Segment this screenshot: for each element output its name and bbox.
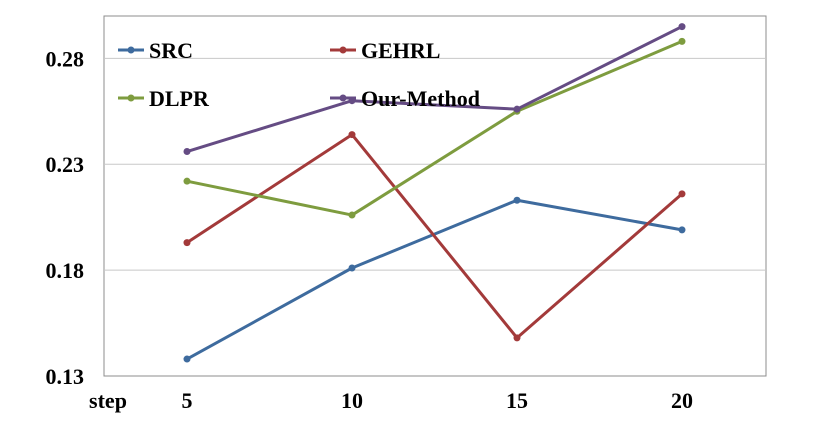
x-tick-label: 15: [506, 388, 528, 413]
legend-label: GEHRL: [361, 38, 440, 63]
legend-marker: [339, 94, 347, 102]
legend-label: DLPR: [149, 86, 210, 111]
data-point: [348, 211, 356, 219]
data-point: [678, 23, 686, 31]
legend-label: SRC: [149, 38, 193, 63]
legend-marker: [339, 46, 347, 54]
series-line: [186, 40, 683, 217]
data-point: [513, 105, 521, 113]
data-point: [348, 131, 356, 139]
y-tick-label: 0.13: [46, 364, 85, 389]
legend-item: GEHRL: [330, 38, 440, 63]
y-axis-ticks: 0.13 0.18 0.23 0.28: [46, 46, 85, 389]
x-axis-label: step: [89, 388, 127, 413]
legend-item: SRC: [118, 38, 193, 63]
series-line: [186, 25, 683, 153]
y-tick-label: 0.18: [46, 258, 85, 283]
legend-marker: [127, 46, 135, 54]
data-point: [183, 239, 191, 247]
data-point: [678, 190, 686, 198]
plot-area: [103, 15, 767, 377]
legend-item: Our-Method: [330, 86, 480, 111]
legend-label: Our-Method: [361, 86, 480, 111]
legend-marker: [127, 94, 135, 102]
data-point: [183, 148, 191, 156]
series-layer: [183, 23, 686, 363]
x-tick-label: 5: [182, 388, 193, 413]
data-point: [513, 196, 521, 204]
x-tick-label: 20: [671, 388, 693, 413]
legend-item: DLPR: [118, 86, 210, 111]
data-point: [678, 226, 686, 234]
x-axis-ticks: 5 10 15 20: [182, 388, 694, 413]
data-point: [183, 355, 191, 363]
data-point: [348, 264, 356, 272]
data-point: [513, 334, 521, 342]
series-gehrl: [183, 131, 686, 342]
x-tick-label: 10: [341, 388, 363, 413]
y-tick-label: 0.28: [46, 46, 85, 71]
data-point: [678, 37, 686, 45]
data-point: [183, 177, 191, 185]
legend: SRC GEHRL DLPR Our-Method: [118, 38, 480, 111]
series-line: [186, 133, 683, 340]
y-tick-label: 0.23: [46, 152, 85, 177]
